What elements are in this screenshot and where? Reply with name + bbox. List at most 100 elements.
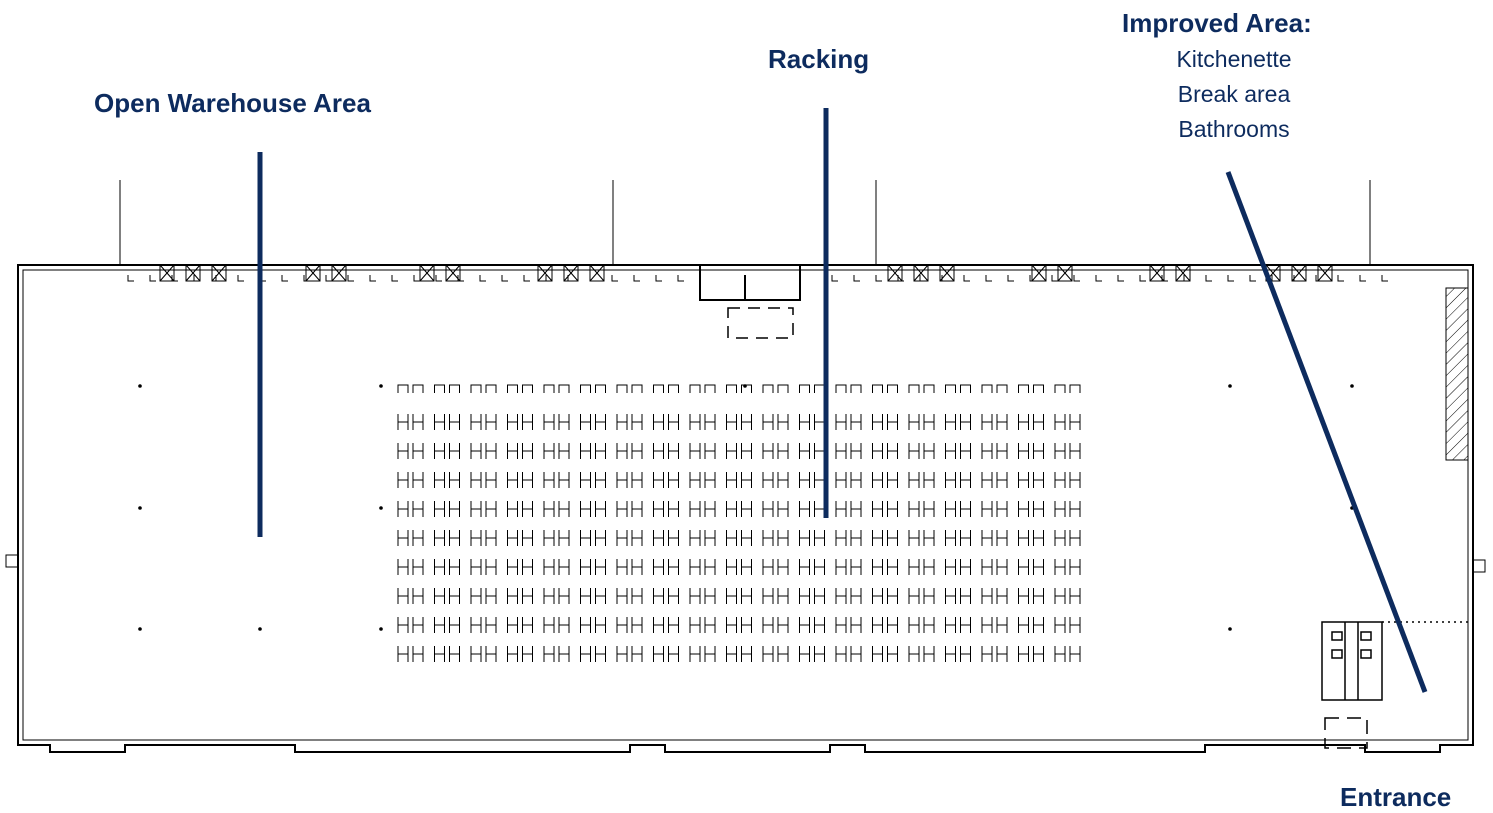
rack-unit	[507, 559, 533, 575]
dock-door	[419, 264, 435, 282]
column-dot	[1228, 384, 1232, 388]
dock-marker	[941, 275, 948, 282]
rack-unit	[908, 501, 935, 517]
dock-marker	[633, 275, 640, 282]
rack-unit	[434, 588, 460, 604]
rack-unit	[1054, 646, 1081, 662]
rack-unit	[616, 443, 643, 459]
rack-unit	[434, 384, 460, 393]
rack-unit	[981, 414, 1008, 430]
rack-unit	[762, 588, 789, 604]
rack-unit	[981, 617, 1008, 633]
rack-unit	[726, 559, 752, 575]
dock-marker	[875, 275, 882, 282]
dock-marker	[545, 275, 552, 282]
rack-unit	[434, 559, 460, 575]
rack-unit	[1018, 646, 1044, 662]
column-dot	[1228, 627, 1232, 631]
rack-unit	[434, 443, 460, 459]
rack-unit	[799, 384, 825, 393]
rack-unit	[872, 443, 898, 459]
rack-unit	[689, 472, 716, 488]
improved-area-item-kitchenette: Kitchenette	[1176, 46, 1292, 72]
dock-marker	[281, 275, 288, 282]
rack-unit	[543, 559, 570, 575]
rack-unit	[653, 588, 679, 604]
rack-unit	[945, 472, 971, 488]
rack-unit	[689, 530, 716, 546]
rack-unit	[799, 414, 825, 430]
rack-unit	[835, 384, 862, 393]
rack-unit	[470, 384, 497, 393]
rack-unit	[799, 646, 825, 662]
rack-unit	[653, 472, 679, 488]
rack-unit	[543, 443, 570, 459]
rack-unit	[762, 530, 789, 546]
rack-unit	[434, 414, 460, 430]
rack-unit	[1018, 501, 1044, 517]
rack-unit	[397, 617, 424, 633]
dock-marker	[611, 275, 618, 282]
rack-unit	[653, 617, 679, 633]
rack-unit	[908, 384, 935, 393]
rack-unit	[434, 617, 460, 633]
rack-unit	[1054, 443, 1081, 459]
rack-unit	[507, 588, 533, 604]
rack-unit	[689, 414, 716, 430]
entrance-dashed-room	[1324, 717, 1368, 749]
dock-marker	[391, 275, 398, 282]
rack-unit	[616, 617, 643, 633]
rack-unit	[799, 501, 825, 517]
rack-unit	[981, 559, 1008, 575]
dock-marker	[325, 275, 332, 282]
rack-unit	[726, 501, 752, 517]
rack-unit	[872, 414, 898, 430]
rack-unit	[1054, 530, 1081, 546]
structural-columns	[138, 384, 1354, 631]
rack-unit	[981, 501, 1008, 517]
rack-unit	[653, 530, 679, 546]
dock-marker	[1073, 275, 1080, 282]
rack-unit	[470, 472, 497, 488]
rack-unit	[981, 530, 1008, 546]
rack-unit	[616, 559, 643, 575]
dock-marker	[1029, 275, 1036, 282]
rack-unit	[470, 501, 497, 517]
rack-unit	[543, 646, 570, 662]
rack-unit	[835, 646, 862, 662]
rack-unit	[908, 559, 935, 575]
dock-marker	[1139, 275, 1146, 282]
dock-marker	[1117, 275, 1124, 282]
rack-unit	[616, 472, 643, 488]
dock-marker	[1183, 275, 1190, 282]
dock-marker	[1337, 275, 1344, 282]
rack-unit	[1054, 559, 1081, 575]
rack-unit	[1018, 588, 1044, 604]
rack-unit	[726, 617, 752, 633]
improved-area-leader	[1225, 171, 1428, 693]
improved-area-rooms	[1321, 621, 1468, 701]
dock-marker	[149, 275, 156, 282]
rack-unit	[945, 443, 971, 459]
rack-unit	[945, 559, 971, 575]
dock-marker	[1007, 275, 1014, 282]
rack-unit	[507, 443, 533, 459]
rack-unit	[945, 530, 971, 546]
rack-unit	[397, 501, 424, 517]
dock-door	[563, 264, 579, 282]
rack-unit	[872, 588, 898, 604]
rack-unit	[1054, 588, 1081, 604]
rack-unit	[580, 646, 606, 662]
rack-unit	[580, 617, 606, 633]
dock-door	[185, 264, 201, 282]
rack-unit	[653, 414, 679, 430]
building-outline	[17, 264, 1474, 753]
rack-unit	[507, 414, 533, 430]
rack-unit	[762, 384, 789, 393]
rack-unit	[580, 443, 606, 459]
rack-unit	[799, 443, 825, 459]
dock-marker	[1315, 275, 1322, 282]
rack-unit	[872, 384, 898, 393]
rack-unit	[543, 617, 570, 633]
rack-unit	[762, 559, 789, 575]
